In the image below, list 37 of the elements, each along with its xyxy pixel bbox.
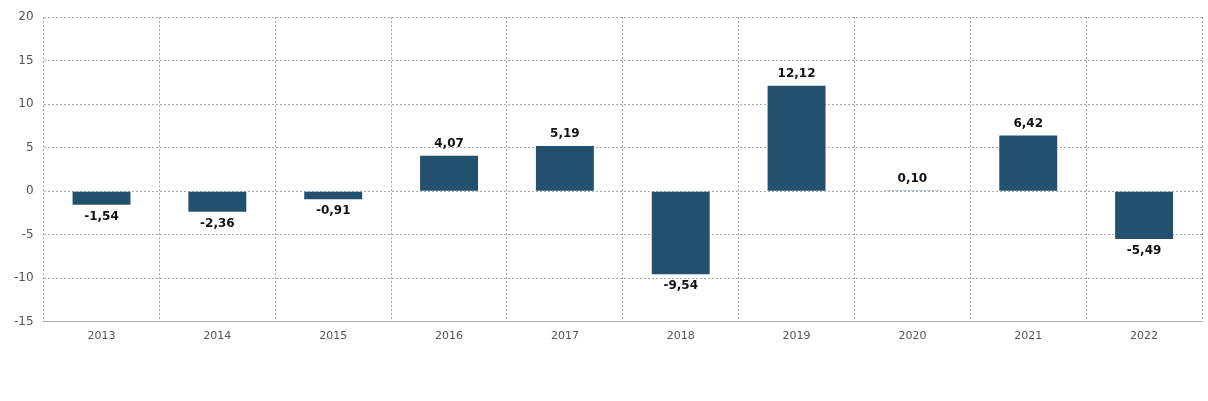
data-label: -0,91	[315, 203, 351, 218]
x-tick-label: 2022	[1130, 329, 1159, 343]
y-tick-label: 15	[18, 52, 34, 67]
y-tick-label: -10	[13, 270, 34, 285]
x-tick-label: 2018	[666, 329, 695, 343]
data-label: 6,42	[1013, 115, 1044, 130]
y-tick-label: -15	[13, 313, 34, 328]
x-tick-label: 2013	[87, 329, 116, 343]
bar	[420, 155, 478, 191]
x-tick-label: 2017	[550, 329, 579, 343]
bar	[72, 191, 131, 205]
y-tick-label: -5	[21, 226, 34, 241]
bar	[999, 135, 1058, 191]
data-label: -9,54	[663, 278, 699, 293]
data-label: -2,36	[200, 215, 235, 230]
x-tick-label: 2019	[782, 329, 811, 343]
x-tick-label: 2016	[435, 329, 464, 343]
bar	[1115, 191, 1174, 240]
bar	[535, 146, 594, 191]
data-label: 0,10	[897, 170, 928, 185]
data-label: -1,54	[84, 208, 119, 223]
x-tick-label: 2021	[1014, 329, 1043, 343]
data-label: 5,19	[550, 126, 580, 141]
data-label: 12,12	[777, 65, 816, 80]
x-tick-label: 2015	[319, 329, 348, 343]
bar	[188, 191, 247, 212]
bar	[651, 191, 710, 275]
bar	[767, 85, 826, 191]
data-label: 4,07	[434, 135, 464, 150]
x-tick-label: 2020	[898, 329, 927, 343]
y-tick-label: 10	[18, 96, 34, 111]
bar	[304, 191, 363, 200]
y-tick-label: 20	[18, 9, 34, 24]
x-tick-label: 2014	[203, 329, 232, 343]
data-label: -5,49	[1126, 243, 1162, 258]
y-tick-label: 0	[25, 183, 34, 198]
y-tick-label: 5	[25, 139, 34, 154]
